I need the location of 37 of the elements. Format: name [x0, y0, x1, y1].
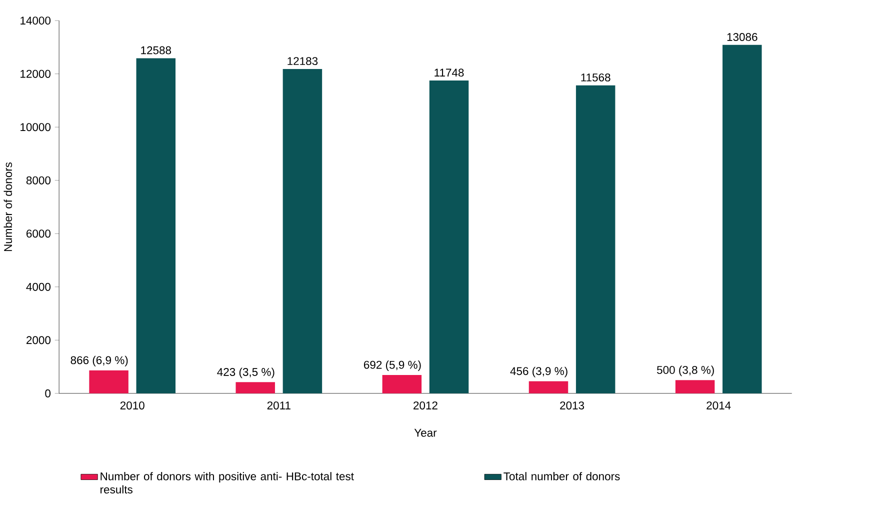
data-label: 500 (3,8 %) [657, 366, 714, 376]
bar [236, 382, 275, 394]
y-tick-label: 2000 [26, 336, 51, 344]
x-axis-title: Year [414, 429, 437, 437]
x-tick-label: 2013 [560, 402, 584, 410]
legend-label: Number of donors with positive anti- HBc-total test results [100, 472, 354, 494]
data-label: 456 (3,9 %) [510, 366, 568, 378]
bar [576, 85, 616, 394]
bar [89, 370, 128, 394]
data-label: 12183 [288, 57, 318, 66]
x-tick-label: 2014 [706, 402, 731, 410]
y-tick-label: 12000 [20, 70, 51, 78]
data-label: 692 (5,9 %) [364, 360, 421, 372]
data-label: 11568 [581, 74, 610, 82]
y-tick-label: 8000 [26, 176, 51, 184]
data-label: 11748 [434, 68, 464, 77]
bar [382, 375, 422, 394]
bar [528, 381, 568, 394]
data-label: 866 (6,9 %) [70, 356, 128, 366]
y-tick-label: 6000 [26, 230, 51, 238]
y-tick-label: 10000 [20, 123, 51, 132]
data-label: 12588 [141, 46, 172, 54]
x-tick-label: 2012 [414, 402, 438, 410]
y-axis-title: Number of donors [4, 162, 12, 252]
y-tick-label: 0 [45, 390, 51, 398]
bar [675, 380, 715, 394]
x-tick-label: 2010 [120, 402, 144, 410]
bar [722, 45, 762, 394]
y-tick-label: 4000 [26, 283, 51, 291]
legend-label: Total number of donors [504, 472, 620, 480]
y-tick-label: 14000 [20, 16, 51, 25]
x-tick-label: 2011 [267, 402, 290, 410]
bar [136, 58, 176, 394]
data-label: 423 (3,5 %) [217, 368, 274, 378]
bar [282, 69, 322, 394]
data-label: 13086 [727, 33, 758, 42]
bar [429, 80, 469, 394]
